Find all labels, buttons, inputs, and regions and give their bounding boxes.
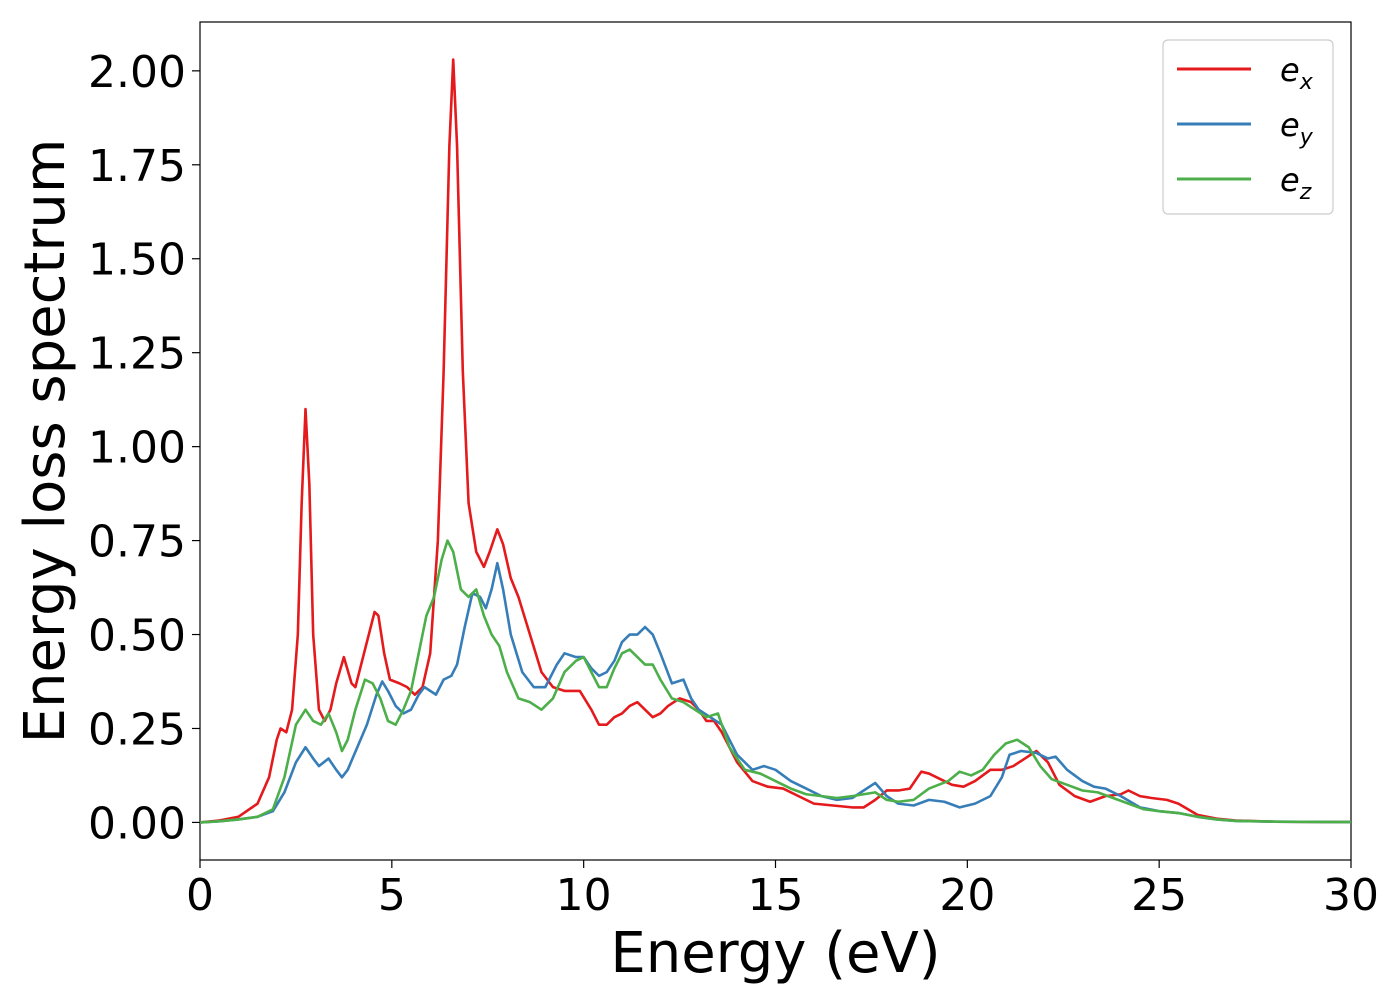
series-line-y [199, 561, 1352, 824]
x-tick-label: 20 [939, 870, 995, 921]
x-tick-label: 15 [748, 870, 804, 921]
x-tick-label: 10 [556, 870, 612, 921]
legend: ex ey ez [1162, 39, 1334, 215]
legend-label-z: ez [1280, 161, 1312, 205]
series-layer [199, 58, 1352, 824]
y-tick-label: 1.00 [88, 423, 186, 474]
x-axis: 0 5 10 15 20 25 30 [186, 860, 1379, 921]
legend-label-x: ex [1280, 51, 1314, 95]
y-tick-label: 0.25 [88, 704, 186, 755]
legend-label-y: ey [1280, 106, 1314, 150]
y-axis-title: Energy loss spectrum [13, 139, 78, 744]
y-axis: 0.00 0.25 0.50 0.75 1.00 1.25 1.50 1.75 2.00 [88, 47, 200, 849]
y-tick-label: 1.75 [88, 141, 186, 192]
y-tick-label: 1.50 [88, 235, 186, 286]
y-tick-label: 1.25 [88, 329, 186, 380]
y-tick-label: 0.00 [88, 798, 186, 849]
x-tick-label: 0 [186, 870, 214, 921]
x-tick-label: 25 [1131, 870, 1187, 921]
series-line-z [199, 539, 1352, 824]
series-line-x [199, 58, 1352, 824]
legend-box [1162, 39, 1334, 215]
y-tick-label: 0.75 [88, 517, 186, 568]
x-tick-label: 5 [378, 870, 406, 921]
x-tick-label: 30 [1323, 870, 1379, 921]
x-axis-title: Energy (eV) [610, 921, 940, 986]
y-tick-label: 2.00 [88, 47, 186, 98]
y-tick-label: 0.50 [88, 611, 186, 662]
